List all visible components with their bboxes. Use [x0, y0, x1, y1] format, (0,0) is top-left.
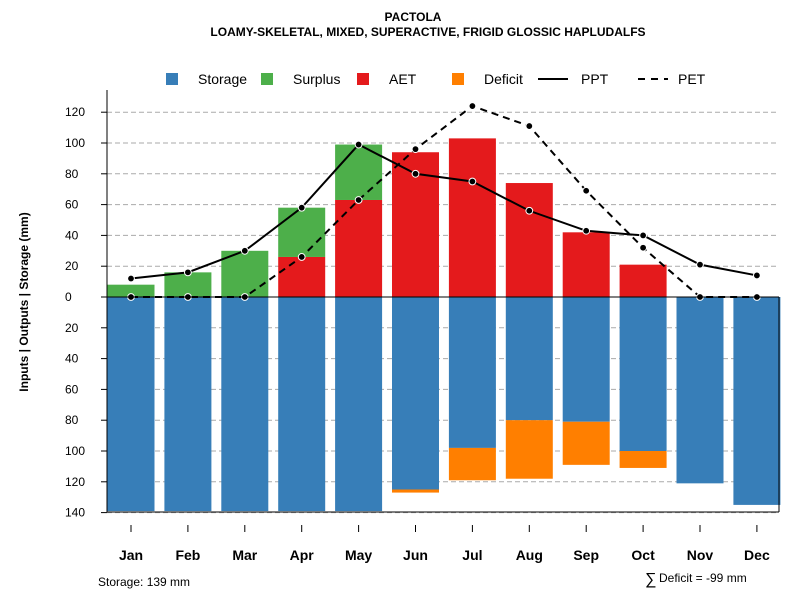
y-tick-label: 120: [65, 475, 85, 489]
pet-point: [354, 196, 363, 204]
storage-bar: [164, 297, 212, 512]
ppt-point: [525, 206, 534, 215]
y-tick-label: 20: [65, 259, 79, 273]
ppt-point: [240, 246, 249, 255]
storage-bar: [335, 297, 383, 512]
legend-label: PPT: [581, 71, 609, 87]
ppt-point: [354, 140, 363, 149]
ppt-point: [639, 231, 647, 240]
y-tick-label: 40: [65, 228, 79, 242]
ppt-line: [130, 143, 758, 280]
x-tick-label: Aug: [516, 547, 543, 563]
storage-bar: [448, 297, 496, 448]
bars: [107, 138, 781, 512]
x-tick-label: Nov: [687, 547, 714, 563]
axes: 140 120 100 80 60 40 20 0 20 40 60 80 100 120 Jan Feb Ma…: [65, 90, 780, 563]
sum-symbol: ∑: [645, 571, 656, 588]
y-tick-label: 80: [65, 413, 79, 427]
ppt-point: [297, 203, 306, 212]
legend-label: PET: [678, 71, 706, 87]
pet-point: [582, 186, 591, 195]
aet-bar: [335, 199, 383, 297]
storage-bar: [221, 297, 269, 512]
storage-bar: [278, 297, 326, 512]
surplus-bar: [335, 144, 383, 200]
chart-subtitle: LOAMY-SKELETAL, MIXED, SUPERACTIVE, FRIG…: [210, 25, 645, 39]
aet-bar: [619, 264, 667, 297]
aet-bar: [448, 138, 496, 297]
x-tick-label: Jun: [403, 547, 428, 563]
ppt-point: [753, 271, 761, 280]
legend-label: Surplus: [293, 71, 340, 87]
x-tick-label: Oct: [631, 547, 655, 563]
pet-point: [468, 102, 477, 110]
x-tick-label: May: [345, 547, 372, 563]
deficit-bar: [562, 421, 610, 465]
legend-swatch: [357, 73, 369, 85]
x-tick-label: Apr: [290, 547, 315, 563]
ppt-point: [582, 226, 591, 235]
x-tick-label: Sep: [573, 547, 599, 563]
storage-bar: [392, 297, 439, 490]
legend-swatch: [261, 73, 273, 85]
pet-point: [525, 122, 534, 130]
storage-bar: [562, 297, 610, 422]
ppt-point: [411, 169, 420, 178]
legend-label: Deficit: [484, 71, 523, 87]
y-tick-label: 100: [65, 136, 85, 150]
line-series: [127, 102, 761, 301]
y-tick-label: 100: [65, 444, 85, 458]
storage-bar: [676, 297, 724, 484]
y-tick-label: 60: [65, 382, 79, 396]
storage-annotation: Storage: 139 mm: [98, 575, 190, 589]
aet-bar: [505, 183, 553, 297]
pet-point: [297, 253, 306, 261]
ppt-point: [127, 274, 135, 283]
legend-label: Storage: [198, 71, 247, 87]
y-axis-label: Inputs | Outputs | Storage (mm): [17, 212, 31, 391]
y-tick-label: 40: [65, 352, 79, 366]
storage-bar: [733, 297, 781, 505]
x-tick-label: Jul: [462, 547, 482, 563]
pet-point: [639, 243, 647, 252]
aet-bar: [562, 232, 610, 297]
ppt-point: [696, 260, 704, 269]
deficit-annotation: Deficit = -99 mm: [659, 571, 747, 585]
storage-bar: [619, 297, 667, 451]
deficit-bar: [619, 451, 667, 468]
y-tick-label: 120: [65, 105, 85, 119]
y-tick-label: 80: [65, 167, 79, 181]
storage-bar: [505, 297, 553, 421]
y-tick-label: 0: [65, 290, 72, 304]
x-tick-label: Feb: [175, 547, 200, 563]
x-tick-label: Dec: [744, 547, 770, 563]
ppt-point: [468, 177, 477, 186]
x-tick-label: Mar: [232, 547, 257, 563]
ppt-point: [184, 268, 192, 277]
y-tick-label: 60: [65, 198, 79, 212]
surplus-bar: [164, 272, 212, 297]
deficit-bar: [505, 420, 553, 479]
chart-title: PACTOLA: [385, 10, 442, 24]
aet-bar: [278, 256, 326, 297]
grid-lines: [107, 111, 779, 514]
legend-label: AET: [389, 71, 417, 87]
surplus-bar: [278, 207, 326, 257]
deficit-bar: [392, 489, 439, 493]
y-tick-label: 140: [65, 506, 85, 520]
x-tick-label: Jan: [119, 547, 143, 563]
storage-bar: [107, 297, 155, 512]
y-tick-label: 20: [65, 321, 79, 335]
legend: Storage Surplus AET Deficit PPT PET: [166, 71, 706, 87]
legend-swatch: [166, 73, 178, 85]
surplus-bar: [221, 250, 269, 297]
legend-swatch: [452, 73, 464, 85]
surplus-bar: [107, 284, 155, 297]
pet-point: [411, 145, 420, 154]
pet-line: [131, 104, 757, 298]
deficit-bar: [448, 447, 496, 481]
